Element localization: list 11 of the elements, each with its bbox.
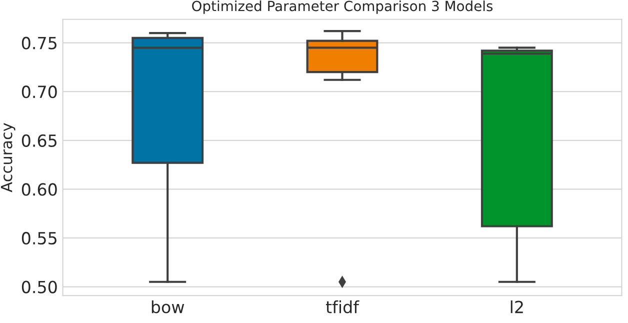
x-tick-label: tfidf — [326, 300, 360, 314]
x-tick-label: bow — [152, 300, 184, 314]
y-tick-label: 0.75 — [22, 36, 56, 50]
y-tick-label: 0.70 — [22, 86, 57, 98]
y-tick-label: 0.65 — [22, 134, 56, 147]
y-tick-label: 0.60 — [22, 183, 57, 196]
x-tick-label: l2 — [510, 300, 523, 314]
y-axis-title: Accuracy — [0, 123, 16, 192]
y-tick-label: 0.55 — [22, 232, 56, 245]
y-tick-label: 0.50 — [22, 280, 57, 294]
chart-title: Optimized Parameter Comparison 3 Models — [192, 0, 493, 14]
